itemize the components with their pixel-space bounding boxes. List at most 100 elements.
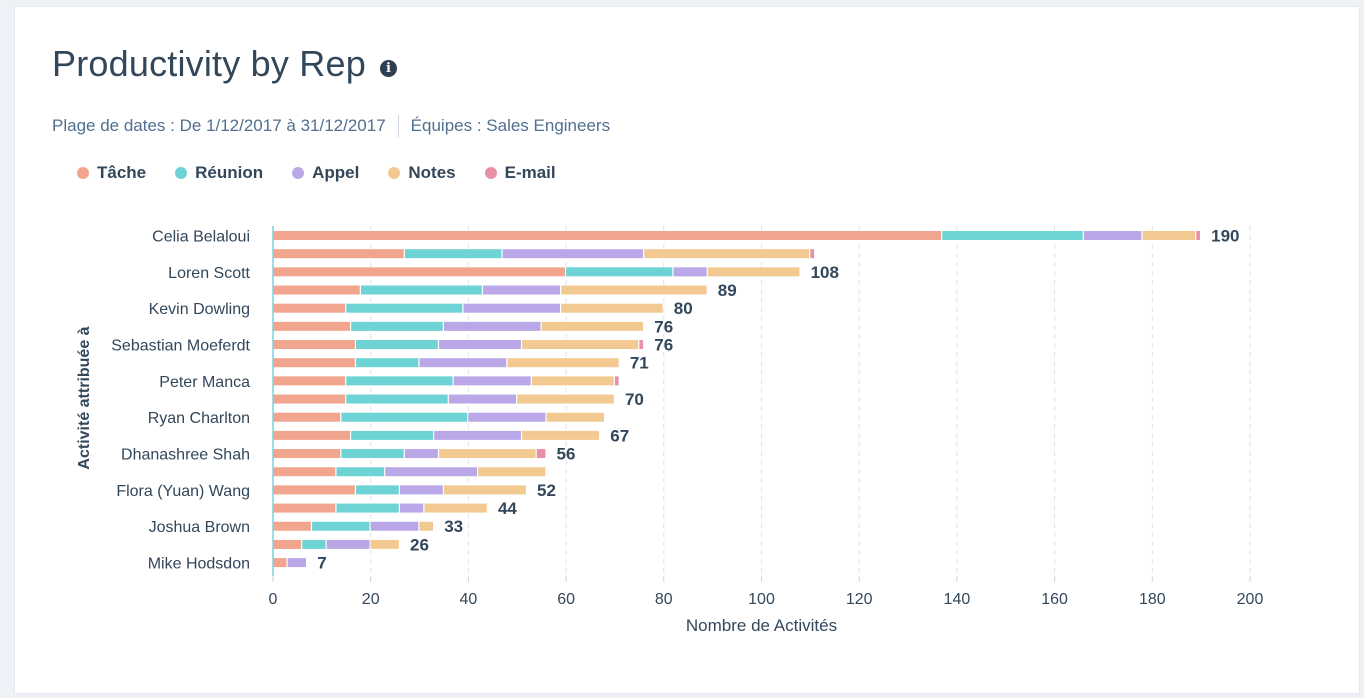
bar-segment-reunion[interactable] bbox=[356, 340, 438, 350]
bar-segment-tache[interactable] bbox=[273, 503, 336, 513]
bar-segment-tache[interactable] bbox=[273, 394, 346, 404]
bar-segment-appel[interactable] bbox=[448, 394, 517, 404]
bar-segment-reunion[interactable] bbox=[360, 285, 482, 295]
bar-segment-notes[interactable] bbox=[439, 449, 536, 459]
bar-segment-appel[interactable] bbox=[419, 358, 507, 368]
bar-segment-reunion[interactable] bbox=[336, 467, 385, 477]
bar-segment-notes[interactable] bbox=[644, 249, 810, 259]
bar-segment-tache[interactable] bbox=[273, 412, 341, 422]
bar-segment-notes[interactable] bbox=[507, 358, 619, 368]
bar-segment-tache[interactable] bbox=[273, 558, 287, 568]
bar-segment-reunion[interactable] bbox=[312, 521, 370, 531]
legend-dot-notes bbox=[388, 167, 401, 179]
bar-segment-notes[interactable] bbox=[531, 376, 614, 386]
bar-segment-reunion[interactable] bbox=[346, 394, 448, 404]
bar-segment-reunion[interactable] bbox=[302, 539, 326, 549]
bar-segment-notes[interactable] bbox=[522, 430, 600, 440]
bar-segment-tache[interactable] bbox=[273, 358, 355, 368]
legend-item-notes[interactable]: Notes bbox=[388, 163, 456, 183]
bar-segment-reunion[interactable] bbox=[566, 267, 673, 277]
bar-segment-notes[interactable] bbox=[546, 412, 604, 422]
bar-segment-notes[interactable] bbox=[707, 267, 800, 277]
bar-segment-tache[interactable] bbox=[273, 467, 336, 477]
bar-segment-reunion[interactable] bbox=[942, 231, 1083, 240]
bar-segment-appel[interactable] bbox=[463, 303, 561, 313]
bar-segment-notes[interactable] bbox=[522, 340, 639, 350]
bar-segment-appel[interactable] bbox=[385, 467, 477, 477]
x-tick-label: 60 bbox=[557, 591, 575, 608]
bar-segment-notes[interactable] bbox=[541, 321, 644, 331]
bar-segment-email[interactable] bbox=[810, 249, 815, 259]
bar-segment-appel[interactable] bbox=[483, 285, 561, 295]
x-tick-label: 140 bbox=[944, 591, 971, 608]
bar-segment-reunion[interactable] bbox=[351, 430, 434, 440]
bar-segment-tache[interactable] bbox=[273, 449, 341, 459]
bar-segment-notes[interactable] bbox=[424, 503, 487, 513]
bar-segment-reunion[interactable] bbox=[351, 321, 443, 331]
legend-item-email[interactable]: E-mail bbox=[484, 163, 556, 183]
x-axis-title: Nombre de Activités bbox=[686, 616, 837, 635]
bar-segment-tache[interactable] bbox=[273, 249, 404, 259]
bar-segment-appel[interactable] bbox=[443, 321, 541, 331]
bar-segment-tache[interactable] bbox=[273, 521, 311, 531]
date-range-filter[interactable]: Plage de dates : De 1/12/2017 à 31/12/20… bbox=[52, 116, 386, 135]
bar-total-label: 44 bbox=[498, 499, 517, 518]
bar-segment-appel[interactable] bbox=[326, 539, 370, 549]
info-icon[interactable]: i bbox=[379, 59, 397, 77]
legend-item-appel[interactable]: Appel bbox=[292, 163, 359, 183]
bar-segment-email[interactable] bbox=[639, 340, 644, 350]
report-card: Productivity by Rep i Plage de dates : D… bbox=[14, 6, 1360, 694]
bar-segment-appel[interactable] bbox=[287, 558, 306, 568]
bar-segment-appel[interactable] bbox=[468, 412, 546, 422]
bar-segment-tache[interactable] bbox=[273, 539, 302, 549]
legend-item-tache[interactable]: Tâche bbox=[77, 163, 146, 183]
bar-segment-tache[interactable] bbox=[273, 231, 942, 240]
legend-item-reunion[interactable]: Réunion bbox=[175, 163, 263, 183]
bar-segment-tache[interactable] bbox=[273, 430, 350, 440]
bar-segment-appel[interactable] bbox=[370, 521, 419, 531]
bar-segment-email[interactable] bbox=[536, 449, 546, 459]
bar-segment-notes[interactable] bbox=[517, 394, 614, 404]
bar-segment-appel[interactable] bbox=[404, 449, 438, 459]
bar-segment-appel[interactable] bbox=[673, 267, 707, 277]
bar-segment-tache[interactable] bbox=[273, 285, 360, 295]
bar-segment-notes[interactable] bbox=[370, 539, 399, 549]
legend-dot-reunion bbox=[175, 167, 188, 179]
bar-segment-appel[interactable] bbox=[400, 503, 424, 513]
y-category-label: Sebastian Moeferdt bbox=[111, 338, 250, 355]
bar-segment-tache[interactable] bbox=[273, 376, 346, 386]
bar-segment-appel[interactable] bbox=[439, 340, 521, 350]
bar-segment-email[interactable] bbox=[1196, 231, 1200, 240]
teams-filter[interactable]: Équipes : Sales Engineers bbox=[410, 116, 611, 135]
bar-segment-reunion[interactable] bbox=[356, 485, 399, 495]
bar-total-label: 26 bbox=[410, 535, 429, 554]
bar-segment-reunion[interactable] bbox=[404, 249, 502, 259]
bar-segment-appel[interactable] bbox=[434, 430, 521, 440]
y-category-label: Kevin Dowling bbox=[149, 301, 250, 318]
bar-segment-appel[interactable] bbox=[1083, 231, 1142, 240]
x-tick-label: 200 bbox=[1237, 591, 1264, 608]
bar-segment-notes[interactable] bbox=[478, 467, 546, 477]
bar-segment-notes[interactable] bbox=[561, 303, 663, 313]
bar-segment-reunion[interactable] bbox=[346, 376, 453, 386]
bar-segment-reunion[interactable] bbox=[346, 303, 463, 313]
bar-segment-reunion[interactable] bbox=[336, 503, 399, 513]
bar-segment-reunion[interactable] bbox=[341, 412, 468, 422]
bar-segment-tache[interactable] bbox=[273, 267, 565, 277]
bar-segment-reunion[interactable] bbox=[356, 358, 419, 368]
x-tick-label: 100 bbox=[748, 591, 775, 608]
bar-segment-reunion[interactable] bbox=[341, 449, 404, 459]
bar-segment-tache[interactable] bbox=[273, 340, 355, 350]
bar-total-label: 76 bbox=[654, 336, 673, 355]
bar-segment-tache[interactable] bbox=[273, 303, 346, 313]
bar-segment-notes[interactable] bbox=[1142, 231, 1196, 240]
bar-segment-appel[interactable] bbox=[502, 249, 644, 259]
bar-segment-notes[interactable] bbox=[443, 485, 526, 495]
bar-segment-appel[interactable] bbox=[400, 485, 443, 495]
bar-segment-email[interactable] bbox=[614, 376, 619, 386]
bar-segment-appel[interactable] bbox=[453, 376, 531, 386]
bar-segment-tache[interactable] bbox=[273, 485, 355, 495]
bar-segment-notes[interactable] bbox=[419, 521, 434, 531]
bar-segment-tache[interactable] bbox=[273, 321, 350, 331]
bar-segment-notes[interactable] bbox=[561, 285, 707, 295]
